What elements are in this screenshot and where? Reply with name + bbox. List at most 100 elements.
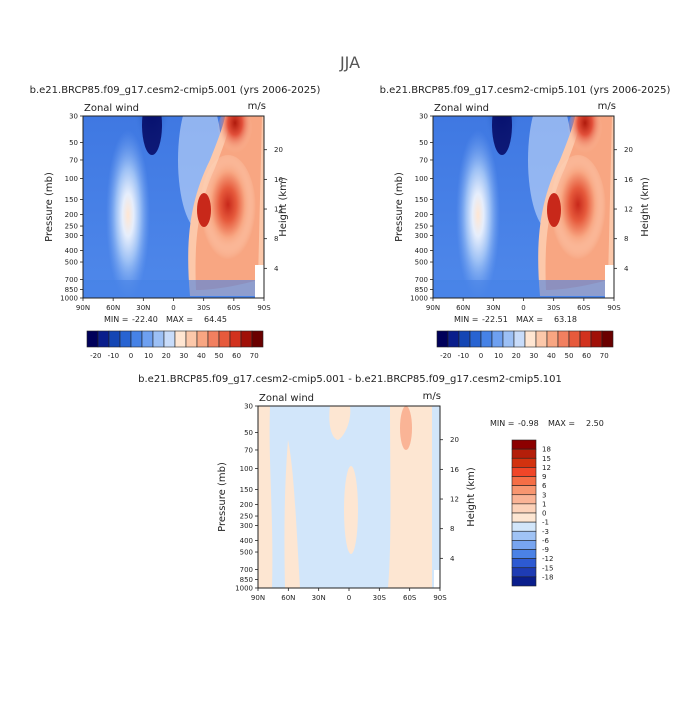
colorbar-tick-label: -20 bbox=[90, 352, 101, 360]
panel-3-title: b.e21.BRCP85.f09_g17.cesm2-cmip5.001 - b… bbox=[138, 374, 562, 385]
pressure-tick-label: 1000 bbox=[410, 295, 428, 303]
lat-tick-label: 0 bbox=[171, 304, 175, 312]
colorbar-tick-label: 6 bbox=[542, 482, 547, 490]
colorbar-tick-label: 0 bbox=[129, 352, 133, 360]
panel-2-height-ticks: 20 16 12 8 4 bbox=[614, 146, 633, 273]
panel-2-max-label: MAX = bbox=[516, 315, 543, 324]
lat-tick-label: 90S bbox=[257, 304, 271, 312]
colorbar-swatch bbox=[511, 558, 537, 569]
colorbar-swatch bbox=[511, 549, 537, 559]
panel-1-max-label: MAX = bbox=[166, 315, 193, 324]
colorbar-tick-label: 40 bbox=[197, 352, 206, 360]
panel-2-colorbar: -20 -10 0 10 20 30 40 50 60 70 bbox=[436, 330, 614, 360]
pressure-tick-label: 100 bbox=[240, 465, 253, 473]
panel-1-variable-label: Zonal wind bbox=[84, 103, 139, 114]
pressure-tick-label: 150 bbox=[240, 486, 253, 494]
height-tick-label: 12 bbox=[624, 206, 633, 214]
panel-2-min-value: -22.51 bbox=[482, 315, 508, 324]
panel-3-height-ticks: 20 16 12 8 4 bbox=[440, 436, 459, 563]
colorbar-swatch bbox=[535, 330, 548, 348]
panel-3-variable-label: Zonal wind bbox=[259, 393, 314, 404]
pressure-tick-label: 200 bbox=[65, 211, 78, 219]
lat-tick-label: 90N bbox=[76, 304, 90, 312]
colorbar-swatch bbox=[511, 476, 537, 486]
lat-tick-label: 90S bbox=[607, 304, 621, 312]
colorbar-swatch bbox=[511, 503, 537, 514]
pressure-tick-label: 850 bbox=[240, 576, 253, 584]
panel-3-height-axis-label: Height (km) bbox=[466, 467, 477, 527]
colorbar-swatch bbox=[119, 330, 132, 348]
colorbar-tick-label: 0 bbox=[479, 352, 483, 360]
height-tick-label: 20 bbox=[624, 146, 633, 154]
colorbar-swatch bbox=[601, 330, 614, 348]
pressure-tick-label: 400 bbox=[240, 537, 253, 545]
colorbar-swatch bbox=[436, 330, 449, 348]
colorbar-swatch bbox=[251, 330, 264, 348]
lat-tick-label: 60N bbox=[106, 304, 120, 312]
pressure-tick-label: 300 bbox=[240, 522, 253, 530]
colorbar-swatch bbox=[491, 330, 504, 348]
colorbar-tick-label: -9 bbox=[542, 546, 549, 554]
pressure-tick-label: 500 bbox=[240, 549, 253, 557]
colorbar-tick-label: -12 bbox=[542, 555, 553, 563]
height-tick-label: 12 bbox=[450, 496, 459, 504]
lat-tick-label: 90N bbox=[426, 304, 440, 312]
panel-2-pressure-axis-label: Pressure (mb) bbox=[394, 172, 405, 242]
pressure-tick-label: 30 bbox=[419, 113, 428, 121]
panel-1-lat-ticks: 90N 60N 30N 0 30S 60S 90S bbox=[76, 298, 271, 312]
colorbar-tick-label: 50 bbox=[215, 352, 224, 360]
height-tick-label: 8 bbox=[450, 525, 454, 533]
season-title: JJA bbox=[339, 53, 360, 72]
panel-1-pressure-axis-label: Pressure (mb) bbox=[44, 172, 55, 242]
height-tick-label: 8 bbox=[274, 235, 278, 243]
colorbar-swatch bbox=[97, 330, 110, 348]
colorbar-swatch bbox=[229, 330, 242, 348]
panel-2-variable-label: Zonal wind bbox=[434, 103, 489, 114]
colorbar-tick-label: 20 bbox=[162, 352, 171, 360]
colorbar-swatch bbox=[108, 330, 121, 348]
colorbar-tick-label: -6 bbox=[542, 537, 550, 545]
pressure-tick-label: 50 bbox=[69, 139, 78, 147]
pressure-tick-label: 400 bbox=[65, 247, 78, 255]
pressure-tick-label: 500 bbox=[415, 259, 428, 267]
panel-1: b.e21.BRCP85.f09_g17.cesm2-cmip5.001 (yr… bbox=[30, 85, 321, 360]
colorbar-swatch bbox=[207, 330, 220, 348]
pressure-tick-label: 1000 bbox=[60, 295, 78, 303]
colorbar-swatch bbox=[511, 485, 537, 496]
pressure-tick-label: 70 bbox=[244, 446, 253, 454]
colorbar-swatch bbox=[458, 330, 471, 348]
pressure-tick-label: 700 bbox=[240, 566, 253, 574]
colorbar-swatch bbox=[240, 330, 253, 348]
colorbar-tick-label: 70 bbox=[250, 352, 259, 360]
colorbar-swatch bbox=[511, 567, 537, 578]
colorbar-tick-label: 60 bbox=[582, 352, 591, 360]
colorbar-swatch bbox=[568, 330, 581, 348]
panel-3-pressure-axis-label: Pressure (mb) bbox=[217, 462, 228, 532]
lat-tick-label: 30N bbox=[312, 594, 326, 602]
colorbar-tick-label: 18 bbox=[542, 446, 551, 454]
panel-3-max-label: MAX = bbox=[548, 419, 575, 428]
pressure-tick-label: 100 bbox=[415, 175, 428, 183]
colorbar-tick-label: 20 bbox=[512, 352, 521, 360]
colorbar-swatch bbox=[174, 330, 187, 348]
panel-3-min-label: MIN = bbox=[490, 419, 515, 428]
panel-2: b.e21.BRCP85.f09_g17.cesm2-cmip5.101 (yr… bbox=[380, 85, 671, 360]
panel-1-min-label: MIN = bbox=[104, 315, 129, 324]
lat-tick-label: 0 bbox=[521, 304, 525, 312]
height-tick-label: 4 bbox=[274, 265, 279, 273]
panel-3-field bbox=[258, 406, 440, 588]
colorbar-tick-label: 10 bbox=[144, 352, 153, 360]
colorbar-tick-label: -10 bbox=[458, 352, 469, 360]
panel-1-height-ticks: 20 16 12 8 4 bbox=[264, 146, 283, 273]
panel-1-max-value: 64.45 bbox=[204, 315, 227, 324]
colorbar-swatch bbox=[86, 330, 99, 348]
colorbar-swatch bbox=[511, 512, 537, 523]
panel-2-units: m/s bbox=[598, 101, 616, 112]
colorbar-tick-label: 30 bbox=[529, 352, 538, 360]
pressure-tick-label: 50 bbox=[244, 429, 253, 437]
panel-1-min-value: -22.40 bbox=[132, 315, 158, 324]
